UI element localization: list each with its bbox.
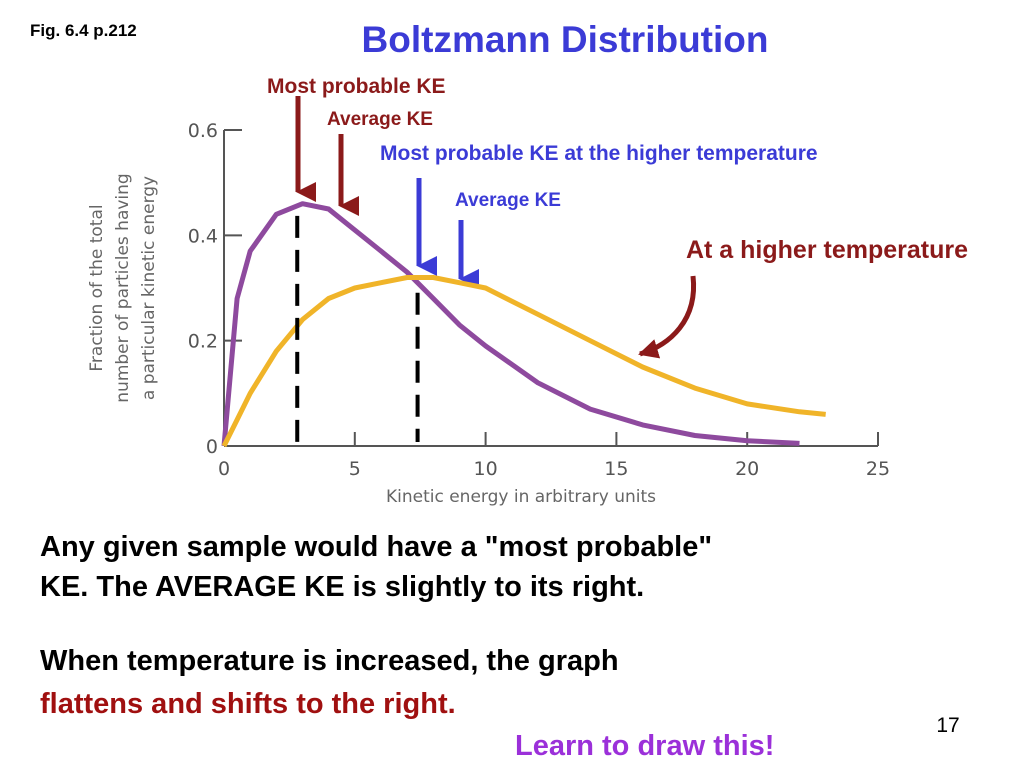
x-tick-label: 0 (218, 458, 230, 480)
x-tick-label: 20 (735, 458, 759, 480)
body-text: flattens and shifts to the right. (40, 688, 456, 720)
annotation: Average KE (455, 190, 561, 211)
y-tick-label: 0.4 (188, 225, 218, 247)
arrow (638, 275, 697, 359)
y-tick-label: 0.2 (188, 331, 218, 353)
series-line (221, 275, 826, 448)
annotation: At a higher temperature (686, 236, 968, 264)
x-tick-label: 25 (866, 458, 890, 480)
body-text: KE. The AVERAGE KE is slightly to its ri… (40, 571, 644, 603)
page-number: 17 (936, 714, 959, 737)
annotation: Average KE (327, 109, 433, 130)
body-text: When temperature is increased, the graph (40, 645, 619, 677)
x-axis-label: Kinetic energy in arbitrary units (386, 487, 656, 507)
y-axis-label: Fraction of the total (87, 204, 107, 371)
annotation: Most probable KE at the higher temperatu… (380, 142, 818, 165)
figure-ref: Fig. 6.4 p.212 (30, 21, 137, 40)
series-line (221, 201, 800, 447)
slide-title: Boltzmann Distribution (362, 19, 769, 60)
annotation: Most probable KE (267, 75, 446, 98)
chart: 0 0.2 0.4 0.6 0 5 10 15 20 25 Kinetic energy in ar… (87, 120, 890, 507)
x-tick-label: 5 (349, 458, 361, 480)
y-tick-label: 0 (206, 436, 218, 458)
footer: Learn to draw this! (515, 730, 774, 762)
x-tick-label: 10 (474, 458, 498, 480)
y-axis-label: number of particles having (113, 173, 133, 402)
x-tick-label: 15 (604, 458, 628, 480)
body-text: Any given sample would have a "most prob… (40, 531, 712, 563)
y-tick-label: 0.6 (188, 120, 218, 142)
y-axis-label: a particular kinetic energy (139, 176, 159, 400)
